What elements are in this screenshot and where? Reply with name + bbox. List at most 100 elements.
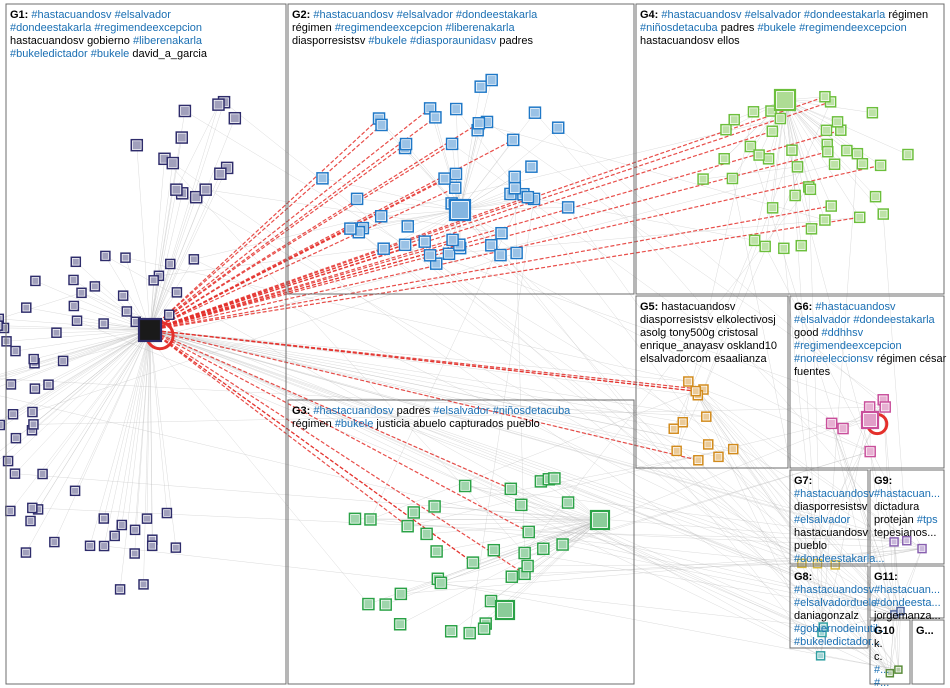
node-avatar bbox=[769, 128, 776, 135]
node-avatar bbox=[74, 318, 80, 324]
node-avatar bbox=[834, 118, 841, 125]
node-avatar bbox=[132, 527, 138, 533]
node-avatar bbox=[554, 124, 562, 132]
edge-highlight bbox=[150, 330, 529, 532]
node-avatar bbox=[378, 121, 386, 129]
node-avatar bbox=[448, 140, 456, 148]
node-avatar bbox=[877, 162, 884, 169]
node-avatar bbox=[731, 116, 738, 123]
node-avatar bbox=[102, 253, 108, 259]
node-avatar bbox=[794, 163, 801, 170]
node-avatar bbox=[498, 603, 512, 617]
node-avatar bbox=[12, 348, 18, 354]
node-avatar bbox=[693, 388, 699, 394]
node-avatar bbox=[10, 411, 16, 417]
node-avatar bbox=[119, 522, 125, 528]
node-avatar bbox=[364, 600, 372, 608]
node-avatar bbox=[487, 597, 495, 605]
edge bbox=[0, 326, 150, 330]
edge bbox=[150, 330, 706, 417]
node-avatar bbox=[87, 543, 93, 549]
node-avatar bbox=[60, 358, 66, 364]
node-avatar bbox=[700, 176, 707, 183]
node-avatar bbox=[837, 127, 844, 134]
node-avatar bbox=[872, 193, 879, 200]
node-avatar bbox=[828, 420, 835, 427]
node-avatar bbox=[821, 217, 828, 224]
node-avatar bbox=[7, 508, 13, 514]
node-avatar bbox=[729, 175, 736, 182]
node-avatar bbox=[798, 242, 805, 249]
node-avatar bbox=[431, 113, 439, 121]
node-avatar bbox=[792, 192, 799, 199]
node-avatar bbox=[426, 251, 434, 259]
node-avatar bbox=[23, 305, 29, 311]
node-avatar bbox=[133, 141, 141, 149]
node-avatar bbox=[451, 184, 459, 192]
node-avatar bbox=[496, 251, 504, 259]
node-avatar bbox=[564, 203, 572, 211]
node-avatar bbox=[191, 256, 197, 262]
node-avatar bbox=[524, 193, 532, 201]
network-hub[interactable] bbox=[139, 319, 161, 341]
node-avatar bbox=[695, 457, 701, 463]
edge bbox=[150, 118, 235, 330]
edge bbox=[677, 112, 754, 451]
edge bbox=[137, 145, 150, 330]
node-avatar bbox=[133, 319, 139, 325]
node-avatar bbox=[904, 151, 911, 158]
node-avatar bbox=[828, 203, 835, 210]
node-avatar bbox=[71, 303, 77, 309]
node-avatar bbox=[122, 255, 128, 261]
node-avatar bbox=[762, 243, 769, 250]
node-avatar bbox=[769, 204, 776, 211]
node-avatar bbox=[487, 241, 495, 249]
node-avatar bbox=[854, 150, 861, 157]
node-avatar bbox=[32, 386, 38, 392]
node-avatar bbox=[867, 448, 874, 455]
edge bbox=[136, 322, 369, 604]
node-avatar bbox=[366, 515, 374, 523]
node-avatar bbox=[132, 550, 138, 556]
node-avatar bbox=[445, 250, 453, 258]
node-avatar bbox=[45, 382, 51, 388]
node-avatar bbox=[780, 245, 787, 252]
node-avatar bbox=[498, 229, 506, 237]
edge bbox=[359, 232, 802, 563]
node-avatar bbox=[461, 482, 469, 490]
node-avatar bbox=[721, 155, 728, 162]
group-label-g10: G10k.c.#...#... bbox=[874, 625, 895, 688]
edge bbox=[381, 210, 460, 216]
node-avatar bbox=[509, 136, 517, 144]
node-avatar bbox=[101, 321, 107, 327]
node-avatar bbox=[564, 499, 572, 507]
node-avatar bbox=[475, 119, 483, 127]
node-avatar bbox=[353, 195, 361, 203]
node-avatar bbox=[703, 414, 709, 420]
node-avatar bbox=[823, 127, 830, 134]
node-avatar bbox=[4, 338, 10, 344]
group-labels-layer: G1: #hastacuandosv #elsalvador#dondeesta… bbox=[10, 9, 947, 688]
edge bbox=[194, 119, 781, 260]
node-avatar bbox=[51, 539, 57, 545]
group-label-g6: G6: #hastacuandosv#elsalvador #dondeesta… bbox=[794, 301, 947, 378]
node-avatar bbox=[202, 186, 210, 194]
node-avatar bbox=[508, 573, 516, 581]
node-avatar bbox=[23, 550, 29, 556]
node-avatar bbox=[866, 403, 873, 410]
node-avatar bbox=[166, 312, 172, 318]
node-avatar bbox=[843, 147, 850, 154]
node-avatar bbox=[490, 546, 498, 554]
node-avatar bbox=[441, 175, 449, 183]
network-graph: G1: #hastacuandosv #elsalvador#dondeesta… bbox=[0, 0, 950, 688]
node-avatar bbox=[79, 290, 85, 296]
edge bbox=[115, 330, 150, 536]
group-label-g9: G9:#hastacuan...dictaduraprotejan #tpste… bbox=[874, 475, 940, 539]
node-avatar bbox=[101, 516, 107, 522]
node-avatar bbox=[437, 579, 445, 587]
node-avatar bbox=[751, 237, 758, 244]
node-avatar bbox=[756, 152, 763, 159]
node-avatar bbox=[821, 93, 828, 100]
node-avatar bbox=[452, 202, 468, 218]
node-avatar bbox=[141, 581, 147, 587]
